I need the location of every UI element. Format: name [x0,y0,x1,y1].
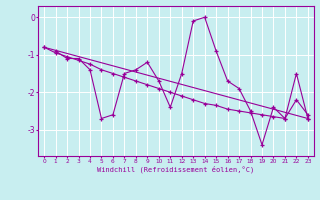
X-axis label: Windchill (Refroidissement éolien,°C): Windchill (Refroidissement éolien,°C) [97,166,255,173]
